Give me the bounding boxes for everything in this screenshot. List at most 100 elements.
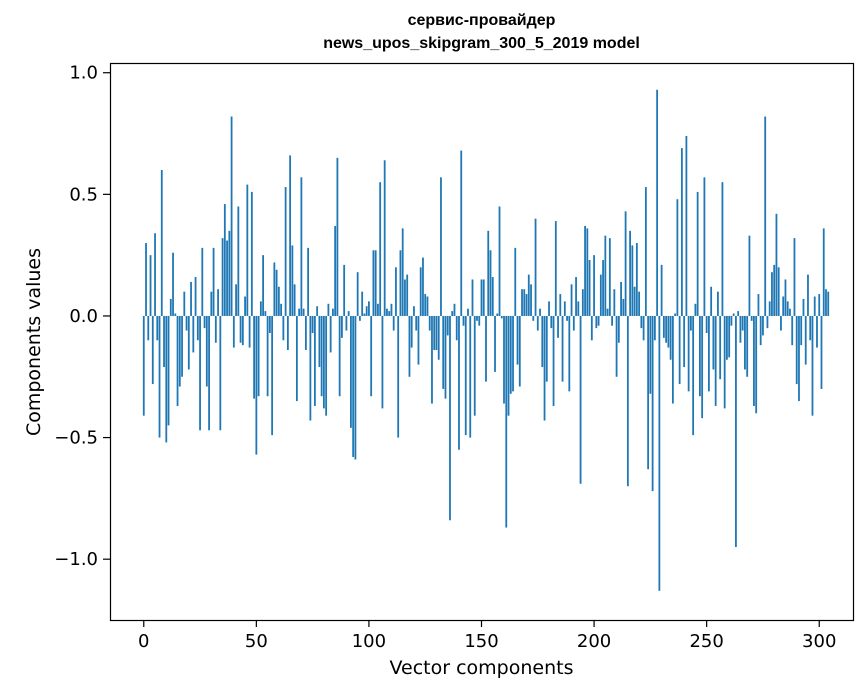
bar-component-4 xyxy=(151,315,154,385)
bar-component-86 xyxy=(336,157,339,316)
bar-component-289 xyxy=(793,238,796,316)
bar-component-211 xyxy=(617,315,620,343)
bar-component-135 xyxy=(446,315,449,336)
bar-component-249 xyxy=(703,177,706,316)
bar-component-258 xyxy=(723,315,726,409)
bar-component-233 xyxy=(667,315,670,348)
bar-component-192 xyxy=(575,277,577,316)
bar-component-296 xyxy=(809,315,812,341)
bar-component-110 xyxy=(390,303,393,316)
bar-component-235 xyxy=(671,315,674,404)
bar-component-191 xyxy=(572,315,575,331)
bar-component-51 xyxy=(257,315,260,397)
bar-component-290 xyxy=(795,315,798,385)
bar-component-269 xyxy=(748,235,751,316)
bar-component-10 xyxy=(165,315,168,443)
bar-component-131 xyxy=(437,315,440,360)
bar-component-76 xyxy=(313,315,316,406)
bar-component-36 xyxy=(223,204,226,316)
bar-component-221 xyxy=(640,315,643,329)
bar-component-288 xyxy=(791,315,794,346)
bar-component-232 xyxy=(665,315,668,343)
bar-component-144 xyxy=(467,308,469,316)
bar-component-179 xyxy=(545,315,548,382)
bar-component-111 xyxy=(392,315,395,331)
bar-component-85 xyxy=(334,225,337,316)
bar-component-46 xyxy=(246,184,249,316)
bar-component-71 xyxy=(302,308,305,316)
bar-component-152 xyxy=(485,315,487,382)
bar-component-77 xyxy=(316,306,319,316)
bar-component-295 xyxy=(807,274,809,316)
bar-component-49 xyxy=(253,315,255,399)
bar-component-40 xyxy=(232,315,235,348)
bar-component-147 xyxy=(473,315,476,416)
bar-component-177 xyxy=(541,315,544,368)
bar-component-22 xyxy=(192,315,195,353)
bar-component-8 xyxy=(160,170,163,316)
bar-component-262 xyxy=(732,313,735,316)
bar-component-303 xyxy=(825,289,827,316)
bar-component-198 xyxy=(588,260,591,316)
bar-component-291 xyxy=(798,315,800,402)
bar-component-183 xyxy=(554,221,557,316)
bar-component-301 xyxy=(820,315,823,389)
bar-component-79 xyxy=(320,315,323,397)
bar-component-97 xyxy=(361,291,364,316)
bar-component-214 xyxy=(624,211,627,316)
bar-component-226 xyxy=(651,315,654,492)
bar-component-113 xyxy=(397,315,400,438)
bar-component-0 xyxy=(142,315,145,416)
bar-component-253 xyxy=(712,315,715,370)
bar-component-108 xyxy=(386,308,388,316)
bar-component-61 xyxy=(280,303,283,316)
bar-component-196 xyxy=(584,225,586,316)
bar-component-34 xyxy=(219,315,222,431)
bar-component-56 xyxy=(268,315,271,333)
bar-component-168 xyxy=(521,289,523,316)
bar-component-120 xyxy=(413,306,415,316)
bar-component-182 xyxy=(552,315,555,406)
x-axis-ticks: 0 50 100 150 200 250 300 xyxy=(138,620,836,652)
bar-component-239 xyxy=(680,148,683,316)
bar-component-43 xyxy=(239,315,242,343)
bar-component-160 xyxy=(503,315,505,404)
bar-component-42 xyxy=(237,206,240,316)
bar-component-304 xyxy=(827,291,830,316)
bar-component-91 xyxy=(347,311,350,316)
bar-component-55 xyxy=(266,315,269,397)
bar-component-244 xyxy=(692,315,695,436)
plot-frame xyxy=(109,62,855,622)
bar-component-287 xyxy=(789,308,791,316)
bar-component-161 xyxy=(505,315,508,528)
bar-component-118 xyxy=(408,315,411,377)
bar-component-264 xyxy=(737,311,740,316)
bar-component-197 xyxy=(586,228,589,316)
bar-component-154 xyxy=(489,250,492,316)
x-tick-label: 150 xyxy=(464,631,498,652)
bar-component-188 xyxy=(566,315,568,321)
bar-component-223 xyxy=(644,187,647,316)
bar-component-31 xyxy=(212,247,215,316)
bar-component-164 xyxy=(512,315,514,392)
y-tick-label: 0.5 xyxy=(69,184,98,205)
bar-component-122 xyxy=(417,315,420,365)
bar-component-185 xyxy=(559,294,562,316)
bar-component-277 xyxy=(766,315,769,329)
bar-component-143 xyxy=(464,315,467,436)
bar-component-234 xyxy=(669,315,672,360)
bar-component-159 xyxy=(500,315,503,319)
bar-component-112 xyxy=(395,267,397,316)
bar-component-39 xyxy=(230,116,233,316)
bar-component-178 xyxy=(543,315,546,421)
bar-component-94 xyxy=(354,315,357,460)
bar-component-282 xyxy=(777,267,780,316)
bar-component-260 xyxy=(728,315,731,358)
bar-component-95 xyxy=(356,272,359,316)
bar-component-224 xyxy=(647,315,650,470)
bar-component-180 xyxy=(548,301,550,316)
bar-component-209 xyxy=(613,289,616,316)
bar-component-176 xyxy=(539,308,541,316)
bar-component-83 xyxy=(329,315,332,353)
bar-component-78 xyxy=(318,315,321,368)
